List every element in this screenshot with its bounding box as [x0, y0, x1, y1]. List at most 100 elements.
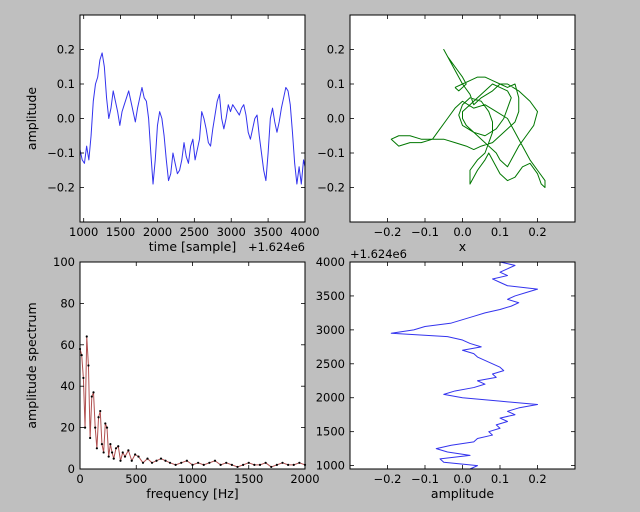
- spectrum-data-point: [180, 461, 183, 464]
- spectrum-data-point: [99, 409, 102, 413]
- spectrum-data-point: [92, 391, 95, 394]
- spectrum-data-point: [264, 461, 267, 464]
- spectrum-data-point: [83, 426, 87, 429]
- waveform-x-tick-label: 1000: [69, 225, 98, 239]
- spectrum-data-point: [95, 447, 98, 450]
- waveform-rotated-y-tick-label: 2000: [316, 391, 345, 405]
- spectrum-data-point: [114, 447, 118, 450]
- spectrum-data-point: [159, 457, 163, 460]
- waveform-x-axis-label: time [sample]: [149, 239, 236, 254]
- waveform-plot-area: [80, 15, 305, 222]
- spectrum-data-point: [258, 463, 262, 466]
- spectrum-data-point: [109, 443, 112, 446]
- waveform-rotated-y-offset-label: +1.624e6: [350, 247, 407, 261]
- spectrum-plot-area: [80, 262, 305, 469]
- spectrum-data-point: [85, 335, 88, 338]
- spectrum-data-point: [164, 459, 167, 462]
- xy-plot-y-tick-label: 0.0: [327, 112, 345, 126]
- spectrum-data-point: [105, 426, 109, 429]
- waveform-rotated-y-tick-label: 4000: [316, 255, 345, 269]
- xy-plot-y-tick-label: −0.1: [317, 146, 345, 160]
- xy-plot-y-tick-label: −0.2: [317, 181, 345, 195]
- spectrum-data-point: [82, 376, 85, 380]
- spectrum-data-point: [80, 354, 83, 357]
- spectrum-y-tick-label: 20: [60, 421, 75, 435]
- waveform-x-tick-label: 3500: [253, 225, 282, 239]
- waveform-rotated-y-tick-label: 3500: [316, 289, 345, 303]
- spectrum-data-point: [213, 459, 217, 462]
- spectrum-data-point: [292, 463, 295, 466]
- spectrum-data-point: [236, 465, 239, 469]
- spectrum-data-point: [104, 422, 107, 425]
- spectrum-y-tick-label: 100: [53, 255, 75, 269]
- spectrum-data-point: [137, 455, 140, 458]
- spectrum-data-point: [121, 451, 124, 454]
- waveform-x-tick-label: 3000: [217, 225, 246, 239]
- xy-plot-x-tick-label: 0.2: [528, 225, 546, 239]
- spectrum-data-point: [197, 461, 200, 464]
- spectrum-data-point: [112, 457, 115, 460]
- waveform-y-tick-label: 0.0: [57, 112, 75, 126]
- waveform-rotated-chart: −0.2 −0.1 0.0 0.1 0.2 1000 1500 2000 2500 3000 350…: [316, 247, 576, 501]
- waveform-rotated-y-tick-label: 3000: [316, 323, 345, 337]
- spectrum-data-point: [150, 461, 154, 464]
- spectrum-x-tick-label: 0: [76, 472, 83, 486]
- waveform-rotated-x-tick-label: 0.1: [491, 472, 509, 486]
- spectrum-x-tick-label: 2000: [290, 472, 319, 486]
- spectrum-data-point: [281, 461, 284, 464]
- waveform-y-axis-label: amplitude: [24, 87, 39, 150]
- xy-plot-x-tick-label: 0.0: [453, 225, 471, 239]
- spectrum-data-point: [247, 461, 250, 464]
- waveform-rotated-x-tick-label: 0.2: [528, 472, 546, 486]
- spectrum-x-tick-label: 1000: [178, 472, 207, 486]
- waveform-rotated-x-tick-label: −0.1: [411, 472, 439, 486]
- spectrum-data-point: [87, 364, 90, 367]
- waveform-rotated-x-tick-label: −0.2: [374, 472, 402, 486]
- spectrum-y-axis-label: amplitude spectrum: [24, 302, 39, 428]
- spectrum-data-point: [130, 459, 133, 462]
- spectrum-data-point: [174, 463, 177, 466]
- spectrum-data-point: [100, 443, 104, 446]
- waveform-y-tick-label: −0.2: [47, 181, 75, 195]
- spectrum-data-point: [168, 461, 172, 464]
- spectrum-data-point: [185, 459, 188, 462]
- spectrum-data-point: [287, 463, 290, 466]
- waveform-rotated-plot-area: [350, 262, 575, 469]
- spectrum-data-point: [191, 463, 194, 466]
- waveform-y-tick-label: −0.1: [47, 146, 75, 160]
- waveform-rotated-series-line: [390, 261, 538, 470]
- spectrum-x-axis-label: frequency [Hz]: [146, 486, 238, 501]
- waveform-x-tick-label: 4000: [290, 225, 319, 239]
- spectrum-data-point: [97, 416, 100, 419]
- waveform-y-tick-label: 0.1: [57, 77, 75, 91]
- waveform-chart: 1000 1500 2000 2500 3000 3500 4000 −0.2 −0.1 0.0 0…: [24, 14, 320, 254]
- spectrum-data-point: [123, 455, 127, 458]
- waveform-x-offset-label: +1.624e6: [248, 240, 305, 254]
- spectrum-data-point: [117, 445, 120, 448]
- spectrum-y-tick-label: 0: [68, 462, 75, 476]
- xy-plot-x-tick-label: 0.1: [491, 225, 509, 239]
- spectrum-data-point: [141, 461, 145, 464]
- spectrum-data-point: [253, 463, 256, 466]
- spectrum-data-point: [242, 463, 245, 466]
- xy-plot-x-tick-label: −0.1: [411, 225, 439, 239]
- waveform-x-tick-label: 2000: [143, 225, 172, 239]
- spectrum-data-point: [90, 395, 93, 398]
- waveform-rotated-y-tick-label: 2500: [316, 357, 345, 371]
- spectrum-data-point: [146, 457, 149, 460]
- spectrum-data-point: [134, 453, 137, 456]
- spectrum-data-point: [275, 463, 278, 466]
- spectrum-data-point: [230, 463, 233, 466]
- spectrum-y-tick-label: 80: [60, 296, 75, 310]
- waveform-rotated-x-tick-label: 0.0: [453, 472, 471, 486]
- spectrum-data-point: [119, 459, 122, 462]
- spectrum-x-tick-label: 1500: [234, 472, 263, 486]
- waveform-x-tick-label: 2500: [180, 225, 209, 239]
- spectrum-data-point: [89, 436, 92, 440]
- spectrum-data-point: [127, 449, 130, 452]
- spectrum-data-point: [298, 461, 301, 464]
- waveform-y-tick-label: 0.2: [57, 43, 75, 57]
- spectrum-x-tick-label: 500: [125, 472, 147, 486]
- spectrum-chart: 0 500 1000 1500 2000 0 20 40 60 80 100 frequency [H…: [24, 255, 320, 501]
